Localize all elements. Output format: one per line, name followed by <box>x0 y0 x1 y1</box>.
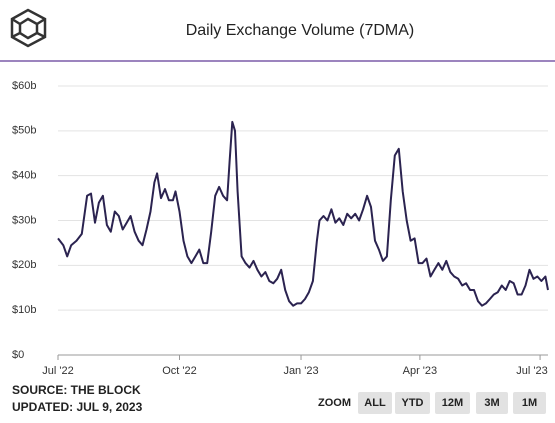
y-tick-label: $50b <box>12 125 36 137</box>
zoom-button-label[interactable]: ALL <box>364 397 386 409</box>
y-tick-label: $0 <box>12 349 24 361</box>
source: SOURCE: THE BLOCK <box>12 383 141 397</box>
zoom-button[interactable] <box>435 392 470 414</box>
line <box>57 120 549 307</box>
zoom-button[interactable] <box>513 392 546 414</box>
x-tick-label: Apr '23 <box>403 365 438 377</box>
logo <box>10 8 47 48</box>
zoom-button-label[interactable]: YTD <box>402 397 424 409</box>
zoom-label: ZOOM <box>318 397 351 409</box>
zoom-button[interactable] <box>395 392 430 414</box>
y-tick-label: $40b <box>12 170 36 182</box>
x-tick-label: Jul '23 <box>516 365 547 377</box>
x-tick-label: Jan '23 <box>283 365 318 377</box>
y-tick-label: $60b <box>12 80 36 92</box>
zoom-button-label[interactable]: 1M <box>522 397 537 409</box>
chart-title: Daily Exchange Volume (7DMA) <box>186 22 415 39</box>
y-tick-label: $30b <box>12 214 36 226</box>
zoom-button-label[interactable]: 12M <box>442 397 463 409</box>
y-tick-label: $10b <box>12 304 36 316</box>
zoom-button[interactable] <box>476 392 508 414</box>
updated: UPDATED: JUL 9, 2023 <box>12 400 143 414</box>
zoom-button[interactable] <box>358 392 392 414</box>
x-tick-label: Oct '22 <box>162 365 197 377</box>
x-tick-label: Jul '22 <box>42 365 73 377</box>
y-tick-label: $20b <box>12 259 36 271</box>
zoom-button-label[interactable]: 3M <box>484 397 499 409</box>
